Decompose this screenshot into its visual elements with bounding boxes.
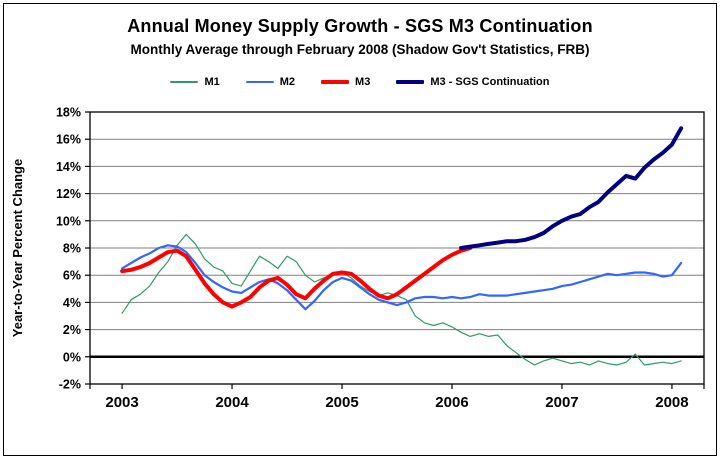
m3-line [120, 246, 473, 309]
x-tick-label: 2008 [655, 394, 688, 411]
legend-label: M1 [204, 76, 220, 88]
chart-title: Annual Money Supply Growth - SGS M3 Cont… [127, 16, 593, 36]
x-tick-label: 2004 [215, 394, 249, 411]
chart-subtitle: Monthly Average through February 2008 (S… [130, 42, 590, 57]
y-tick-label: 6% [63, 269, 81, 283]
y-tick-label: 10% [56, 214, 81, 228]
y-tick-label: 8% [63, 242, 81, 256]
y-axis-title: Year-to-Year Percent Change [10, 159, 25, 337]
legend-label: M3 [355, 76, 371, 88]
legend-label: M3 - SGS Continuation [430, 76, 550, 88]
legend-item-m2: M2 [245, 76, 296, 88]
m2-line [120, 244, 683, 311]
x-tick-label: 2005 [325, 394, 358, 411]
y-tick-label: 12% [56, 187, 81, 201]
x-tick-label: 2003 [105, 394, 138, 411]
x-tick-label: 2007 [545, 394, 578, 411]
legend-item-m3: M3 [321, 76, 370, 88]
chart-canvas: -2% 0% 2% 4% 6% 8% 10% 12% 14% 16% 18% 2003 2004 2005… [10, 106, 705, 411]
chart-legend: M1 M2 M3 M3 - SGS Continuation [4, 72, 716, 92]
legend-swatch-m1 [170, 81, 199, 83]
legend-item-m3-sgs-continuation: M3 - SGS Continuation [396, 76, 550, 88]
m1-line [121, 233, 682, 366]
legend-label: M2 [279, 76, 296, 88]
y-tick-label: 4% [63, 296, 81, 310]
y-tick-label: 2% [63, 323, 81, 337]
y-tick-label: 18% [56, 106, 81, 120]
legend-swatch-m3-sgs-continuation [396, 80, 425, 84]
chart-figure: Annual Money Supply Growth - SGS M3 Cont… [3, 3, 717, 456]
x-tick-label: 2006 [435, 394, 468, 411]
m3-sgs-continuation-line [459, 126, 684, 250]
legend-swatch-m2 [245, 80, 274, 84]
legend-item-m1: M1 [170, 76, 220, 88]
y-tick-label: 16% [56, 133, 81, 147]
y-tick-label: 0% [63, 350, 81, 364]
y-tick-label: 14% [56, 160, 81, 174]
y-tick-label: -2% [59, 378, 81, 392]
legend-swatch-m3 [321, 80, 350, 84]
